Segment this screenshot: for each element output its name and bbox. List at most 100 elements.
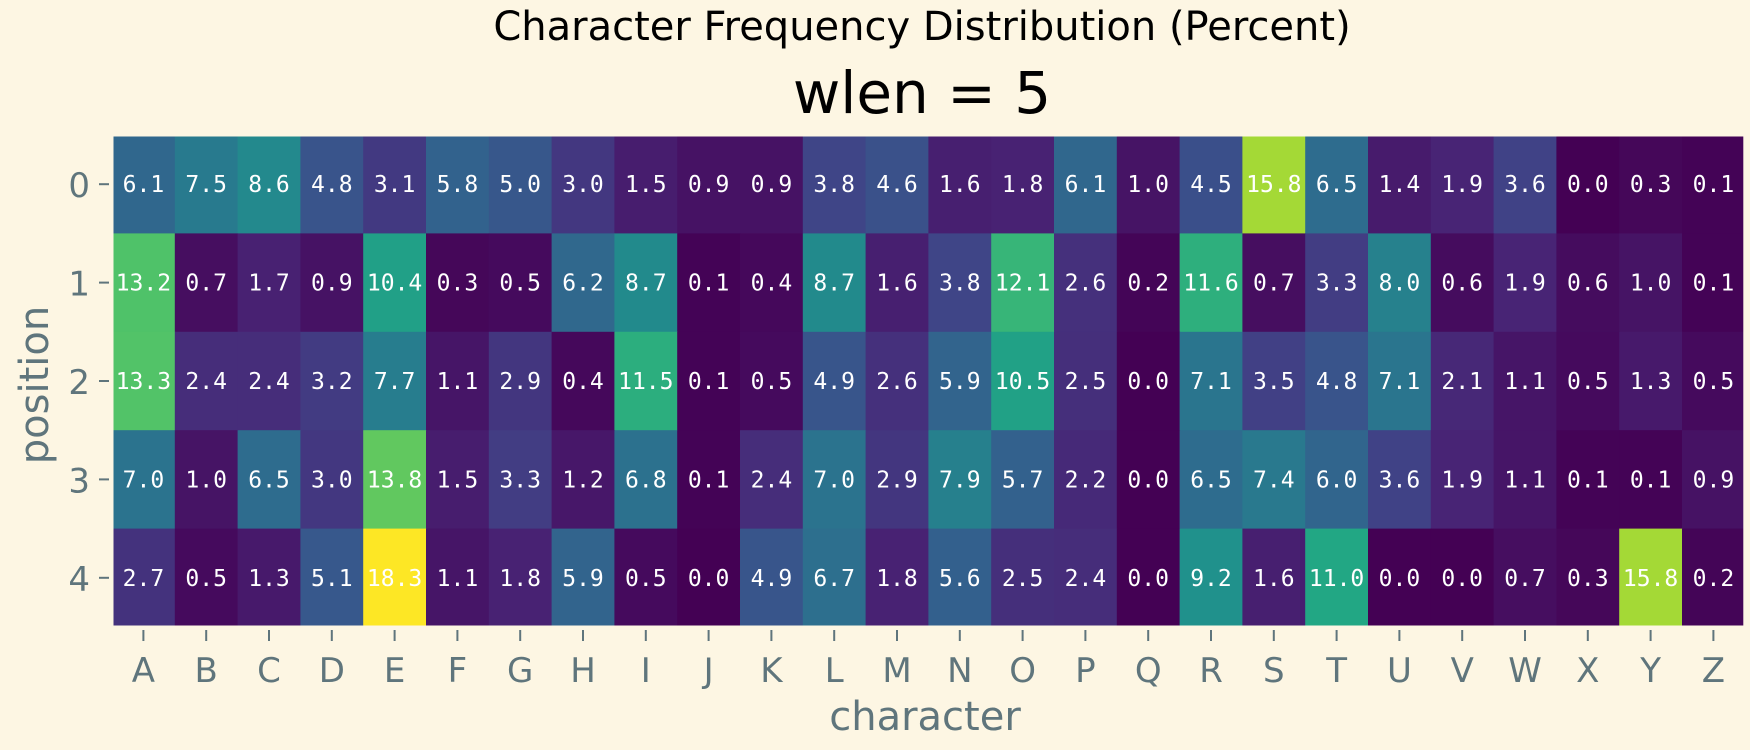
cell-value-label: 5.8 <box>437 172 479 198</box>
heatmap-cell-3-E <box>363 430 427 530</box>
cell-value-label: 1.2 <box>562 467 604 493</box>
heatmap-cell-2-F <box>426 331 490 431</box>
cell-value-label: 0.1 <box>688 271 730 297</box>
cell-value-label: 1.1 <box>437 566 479 592</box>
cell-value-label: 1.8 <box>499 566 541 592</box>
heatmap-cell-2-E <box>363 331 427 431</box>
heatmap-cell-4-J <box>677 528 741 628</box>
heatmap-cell-3-Y <box>1619 430 1683 530</box>
cell-value-label: 0.7 <box>1504 566 1546 592</box>
cell-value-label: 3.6 <box>1504 172 1546 198</box>
cell-value-label: 0.1 <box>1693 271 1735 297</box>
cell-value-label: 0.9 <box>311 271 353 297</box>
heatmap-cell-0-Z <box>1682 135 1746 234</box>
x-tick-label-J: J <box>702 651 714 691</box>
x-tick-label-A: A <box>132 651 155 691</box>
y-axis-label: position <box>12 306 58 464</box>
cell-value-label: 3.3 <box>1316 271 1358 297</box>
heatmap-cell-4-O <box>991 528 1055 628</box>
cell-value-label: 1.6 <box>1253 566 1295 592</box>
heatmap-cell-3-W <box>1493 430 1557 530</box>
x-tick-label-N: N <box>947 651 972 691</box>
heatmap-cell-1-R <box>1179 233 1243 333</box>
heatmap-cell-1-W <box>1493 233 1557 333</box>
heatmap-cell-4-G <box>488 528 553 628</box>
cell-value-label: 1.1 <box>1504 369 1546 395</box>
heatmap-cell-3-Z <box>1682 430 1746 530</box>
cell-value-label: 7.1 <box>1190 369 1232 395</box>
heatmap-cell-2-J <box>677 331 741 431</box>
y-tick-label-4: 4 <box>68 560 90 600</box>
heatmap-cell-1-N <box>928 233 992 333</box>
cell-value-label: 13.3 <box>116 369 171 395</box>
heatmap-cell-0-V <box>1430 135 1495 234</box>
cell-value-label: 2.4 <box>185 369 227 395</box>
cell-value-label: 5.7 <box>1002 467 1044 493</box>
chart-title: wlen = 5 <box>793 59 1051 127</box>
heatmap-cell-0-L <box>802 135 867 234</box>
cell-value-label: 0.4 <box>562 369 604 395</box>
heatmap-cell-4-N <box>928 528 992 628</box>
cell-value-label: 1.5 <box>625 172 667 198</box>
cell-value-label: 4.8 <box>1316 369 1358 395</box>
heatmap-cells <box>112 135 1746 628</box>
heatmap-cell-2-K <box>740 331 804 431</box>
x-axis-label: character <box>829 694 1021 740</box>
heatmap-cell-2-R <box>1179 331 1243 431</box>
cell-value-label: 6.8 <box>625 467 667 493</box>
heatmap-cell-4-D <box>300 528 364 628</box>
cell-value-label: 7.9 <box>939 467 981 493</box>
cell-value-label: 6.1 <box>1065 172 1107 198</box>
heatmap-cell-1-P <box>1054 233 1118 333</box>
heatmap-cell-1-H <box>551 233 615 333</box>
heatmap-cell-1-S <box>1242 233 1306 333</box>
heatmap-cell-3-P <box>1054 430 1118 530</box>
heatmap-cell-0-U <box>1368 135 1432 234</box>
heatmap-cell-2-M <box>865 331 929 431</box>
cell-value-label: 8.6 <box>248 172 290 198</box>
heatmap-cell-0-S <box>1242 135 1306 234</box>
cell-value-label: 0.1 <box>688 369 730 395</box>
heatmap-cell-2-C <box>237 331 301 431</box>
cell-value-label: 2.1 <box>1441 369 1483 395</box>
x-tick-label-B: B <box>195 651 218 691</box>
heatmap-cell-4-K <box>740 528 804 628</box>
cell-value-label: 18.3 <box>367 566 422 592</box>
cell-value-label: 0.9 <box>1693 467 1735 493</box>
heatmap-cell-0-Y <box>1619 135 1683 234</box>
cell-value-label: 1.3 <box>248 566 290 592</box>
x-tick-label-C: C <box>257 651 281 691</box>
heatmap-cell-4-M <box>865 528 929 628</box>
heatmap-cell-1-B <box>174 233 239 333</box>
cell-value-label: 1.6 <box>876 271 918 297</box>
heatmap-cell-4-A <box>112 528 176 628</box>
cell-value-label: 7.1 <box>1379 369 1421 395</box>
cell-value-label: 8.7 <box>813 271 855 297</box>
heatmap-cell-3-F <box>426 430 490 530</box>
heatmap-cell-3-A <box>112 430 176 530</box>
cell-value-label: 0.4 <box>751 271 793 297</box>
heatmap-cell-1-E <box>363 233 427 333</box>
cell-value-label: 0.1 <box>1567 467 1609 493</box>
heatmap-cell-0-C <box>237 135 301 234</box>
heatmap-cell-3-G <box>488 430 553 530</box>
heatmap-cell-0-T <box>1305 135 1369 234</box>
cell-value-label: 5.9 <box>562 566 604 592</box>
cell-value-label: 0.1 <box>1630 467 1672 493</box>
cell-value-label: 2.2 <box>1065 467 1107 493</box>
cell-value-label: 11.0 <box>1309 566 1364 592</box>
heatmap-cell-labels: 6.1 7.5 8.6 4.8 3.1 5.8 5.0 3.0 1.5 0.9 0.9 3.8 4.6 1… <box>110 133 1747 629</box>
heatmap-cell-3-I <box>614 430 678 530</box>
x-tick-label-F: F <box>448 651 468 691</box>
heatmap-cell-4-L <box>802 528 867 628</box>
cell-value-label: 0.0 <box>1127 566 1169 592</box>
cell-value-label: 0.0 <box>1441 566 1483 592</box>
cell-value-label: 0.3 <box>1567 566 1609 592</box>
x-tick-label-X: X <box>1576 651 1599 691</box>
cell-value-label: 1.1 <box>437 369 479 395</box>
heatmap-cell-2-G <box>488 331 553 431</box>
cell-value-label: 7.7 <box>374 369 416 395</box>
cell-value-label: 0.1 <box>1693 172 1735 198</box>
heatmap-cell-2-X <box>1556 331 1620 431</box>
